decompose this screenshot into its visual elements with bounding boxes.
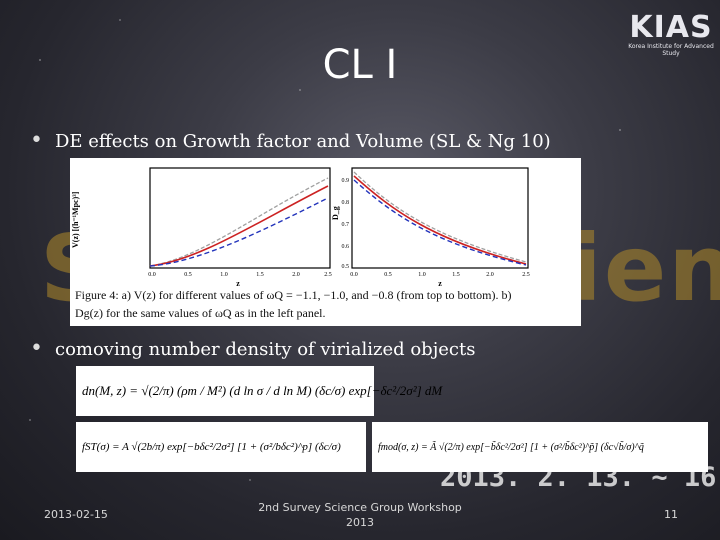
equation-dn: dn(M, z) = √(2/π) (ρm / M²) (d ln σ / d … bbox=[76, 366, 442, 416]
left-xtick: 0.5 bbox=[184, 272, 192, 278]
left-xtick: 2.5 bbox=[324, 272, 332, 278]
left-xtick: 1.0 bbox=[220, 272, 228, 278]
right-ytick: 0.6 bbox=[342, 244, 350, 250]
right-curve-bottom bbox=[353, 179, 527, 266]
left-curve-bottom bbox=[149, 197, 329, 267]
equation-fmod-text: fmod(σ, z) = Ã √(2/π) exp[−b̃δc²/2σ²] [1… bbox=[378, 441, 644, 453]
kias-logo: KIAS Korea Institute for Advanced Study bbox=[628, 10, 714, 57]
left-xtick: 0.0 bbox=[148, 272, 156, 278]
footer-page-number: 11 bbox=[664, 508, 678, 521]
caption-line-1: Figure 4: a) V(z) for different values o… bbox=[75, 288, 512, 302]
slide-title: CL I bbox=[322, 42, 398, 88]
figure-plots: V(z) [(h⁻¹Mpc)³] 0.0 0.5 1.0 1.5 2.0 2.5… bbox=[71, 167, 530, 288]
equation-fst-text: fST(σ) = A √(2b/π) exp[−bδc²/2σ²] [1 + (… bbox=[82, 441, 341, 453]
footer-event: 2nd Survey Science Group Workshop 2013 bbox=[250, 500, 470, 530]
right-ytick: 0.5 bbox=[342, 264, 350, 270]
left-xtick: 2.0 bbox=[292, 272, 300, 278]
right-xlabel: z bbox=[438, 279, 442, 288]
bullet-2-text: comoving number density of virialized ob… bbox=[54, 339, 476, 360]
equation-dn-text: dn(M, z) = √(2/π) (ρm / M²) (d ln σ / d … bbox=[82, 383, 443, 398]
left-xtick: 1.5 bbox=[256, 272, 264, 278]
right-ylabel: D_g bbox=[331, 206, 340, 220]
right-xtick: 0.0 bbox=[350, 272, 358, 278]
right-xtick: 2.0 bbox=[486, 272, 494, 278]
equation-fst: fST(σ) = A √(2b/π) exp[−bδc²/2σ²] [1 + (… bbox=[76, 422, 366, 472]
equation-fmod: fmod(σ, z) = Ã √(2/π) exp[−b̃δc²/2σ²] [1… bbox=[372, 422, 708, 472]
footer-event-line-2: 2013 bbox=[346, 516, 374, 529]
right-xtick: 1.0 bbox=[418, 272, 426, 278]
logo-subtitle: Korea Institute for Advanced Study bbox=[628, 43, 714, 57]
bullet-dot-icon: • bbox=[30, 336, 43, 361]
right-curve-mid bbox=[353, 175, 527, 265]
left-xlabel: z bbox=[236, 279, 240, 288]
left-curve-mid bbox=[149, 185, 329, 267]
right-ytick: 0.7 bbox=[342, 222, 350, 228]
bullet-dot-icon: • bbox=[30, 128, 43, 153]
figure-caption: Figure 4: a) V(z) for different values o… bbox=[75, 286, 575, 322]
footer-date: 2013-02-15 bbox=[44, 508, 108, 521]
logo-mark: KIAS bbox=[629, 10, 713, 45]
right-xtick: 1.5 bbox=[452, 272, 460, 278]
left-axes-frame bbox=[149, 167, 331, 269]
bullet-1-text: DE effects on Growth factor and Volume (… bbox=[54, 131, 551, 152]
right-xtick: 0.5 bbox=[384, 272, 392, 278]
left-ylabel: V(z) [(h⁻¹Mpc)³] bbox=[71, 191, 80, 248]
right-curve-top bbox=[353, 171, 527, 263]
footer-event-line-1: 2nd Survey Science Group Workshop bbox=[258, 501, 462, 514]
left-curve-top bbox=[149, 177, 329, 267]
figure-panel: V(z) [(h⁻¹Mpc)³] 0.0 0.5 1.0 1.5 2.0 2.5… bbox=[70, 158, 581, 326]
right-axes-frame bbox=[351, 167, 529, 269]
right-xtick: 2.5 bbox=[522, 272, 530, 278]
caption-line-2: Dg(z) for the same values of ωQ as in th… bbox=[75, 306, 326, 320]
bullet-2: • comoving number density of virialized o… bbox=[30, 336, 476, 361]
right-ytick: 0.9 bbox=[342, 178, 350, 184]
right-ytick: 0.8 bbox=[342, 200, 350, 206]
bullet-1: • DE effects on Growth factor and Volume … bbox=[30, 128, 551, 153]
